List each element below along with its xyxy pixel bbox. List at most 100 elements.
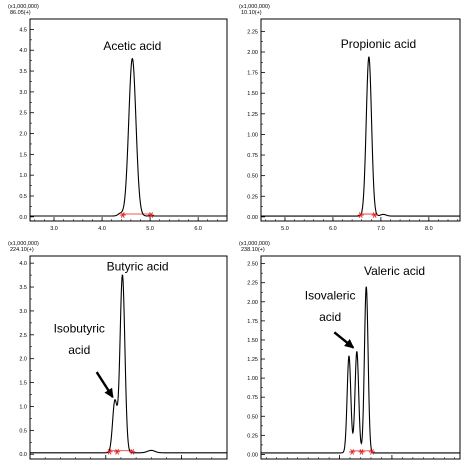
scale-label: (x1,000,000) (8, 4, 39, 10)
integration-marker-stroke (149, 212, 153, 218)
x-tick-label: 5.0 (146, 226, 154, 232)
channel-label: 224.10(+) (10, 247, 34, 253)
chart-panel-butyric: (x1,000,000) 224.10(+) 0.0 0.5 1.0 1.5 2.0 2.5 3… (0, 237, 231, 475)
y-tick-label: 0.5 (19, 194, 27, 200)
peak-annotation: acid (68, 343, 90, 357)
y-tick-label: 2.50 (247, 262, 258, 268)
channel-label: 10.10(+) (241, 10, 262, 16)
y-tick-label: 1.75 (247, 71, 258, 77)
y-tick-label: 2.5 (19, 111, 27, 117)
y-tick-label: 1.25 (247, 357, 258, 363)
chromatogram-propionic: (x1,000,000)10.10(+) 0.00 0.25 0.50 0.75 1.00… (239, 4, 461, 232)
y-tick-label: 2.0 (19, 357, 27, 363)
integration-marker-stroke (350, 449, 355, 455)
chromatogram-trace (30, 274, 227, 454)
y-tick-label: 1.5 (19, 381, 27, 387)
integration-marker-stroke (115, 448, 120, 455)
y-tick-label: 0.50 (247, 174, 258, 180)
y-tick-label: 0.50 (247, 414, 258, 420)
x-tick-label: 4.0 (98, 226, 106, 232)
channel-label: 86.05(+) (10, 10, 31, 16)
y-tick-label: 0.0 (19, 452, 27, 458)
y-tick-label: 1.0 (19, 404, 27, 410)
chromatogram-trace (261, 56, 460, 217)
scale-label: (x1,000,000) (239, 4, 270, 10)
channel-label: 238.10(+) (241, 247, 265, 253)
y-tick-label: 0.0 (19, 215, 27, 221)
chart-panel-propionic: (x1,000,000) 10.10(+) 0.00 0.25 0.50 0.75 1.00… (231, 0, 463, 237)
y-tick-label: 0.5 (19, 428, 27, 434)
integration-marker (106, 448, 113, 455)
integration-marker (349, 449, 356, 455)
integration-marker-stroke (372, 212, 377, 218)
x-tick-label: 7.0 (377, 226, 385, 232)
plot-frame (260, 18, 461, 222)
integration-marker (148, 212, 155, 218)
chart-panel-valeric: (x1,000,000) 238.10(+) 0.00 0.25 0.50 0.75 1.0… (231, 237, 463, 475)
y-tick-label: 2.00 (247, 300, 258, 306)
integration-marker (357, 212, 364, 218)
y-tick-label: 4.5 (19, 27, 27, 33)
integration-marker-stroke (107, 448, 112, 455)
x-tick-label: 6.0 (194, 226, 202, 232)
integration-marker-stroke (359, 449, 364, 455)
y-tick-label: 0.00 (247, 452, 258, 458)
chromatogram-acetic: (x1,000,000)86.05(+) 0.0 0.5 1.0 1.5 2.0 2.5 3.… (8, 4, 228, 232)
chromatogram-butyric: (x1,000,000)224.10(+) 0.0 0.5 1.0 1.5 2.0 2.5 3… (8, 241, 228, 460)
chromatogram-trace (30, 57, 227, 217)
y-tick-label: 1.00 (247, 376, 258, 382)
integration-marker (114, 448, 121, 455)
peak-annotation: Isovaleric (305, 289, 356, 303)
scale-label: (x1,000,000) (8, 241, 39, 247)
integration-marker (371, 212, 378, 218)
chromatogram-trace (261, 286, 460, 454)
integration-marker (358, 449, 365, 455)
peak-annotation: Butyric acid (107, 259, 169, 273)
y-tick-label: 4.0 (19, 48, 27, 54)
y-tick-label: 0.75 (247, 153, 258, 159)
chart-panel-acetic: (x1,000,000) 86.05(+) 0.0 0.5 1.0 1.5 2.0 2.5 3.… (0, 0, 231, 237)
y-tick-label: 2.25 (247, 29, 258, 35)
peak-annotation: Propionic acid (341, 37, 416, 51)
y-tick-label: 2.00 (247, 50, 258, 56)
y-tick-label: 1.00 (247, 132, 258, 138)
y-tick-label: 1.5 (19, 152, 27, 158)
integration-marker-stroke (370, 449, 374, 455)
y-tick-label: 1.50 (247, 338, 258, 344)
y-tick-label: 0.00 (247, 215, 258, 221)
peak-annotation: Acetic acid (103, 39, 161, 53)
y-tick-label: 0.25 (247, 433, 258, 439)
y-tick-label: 1.75 (247, 319, 258, 325)
y-tick-label: 1.50 (247, 91, 258, 97)
y-tick-label: 1.25 (247, 112, 258, 118)
integration-marker-stroke (120, 212, 125, 218)
y-tick-label: 3.0 (19, 309, 27, 315)
y-tick-label: 3.0 (19, 90, 27, 96)
integration-marker (369, 449, 376, 455)
y-tick-label: 3.5 (19, 285, 27, 291)
y-tick-label: 0.75 (247, 395, 258, 401)
y-tick-label: 2.25 (247, 281, 258, 287)
integration-marker-stroke (130, 448, 135, 455)
y-tick-label: 3.5 (19, 69, 27, 75)
peak-annotation: Isobutyric (54, 321, 105, 335)
annotation-arrow-head (104, 387, 114, 399)
chromatogram-valeric: (x1,000,000)238.10(+) 0.00 0.25 0.50 0.75 1.0… (239, 241, 461, 460)
y-tick-label: 2.0 (19, 132, 27, 138)
scale-label: (x1,000,000) (239, 241, 270, 247)
y-tick-label: 4.0 (19, 261, 27, 267)
integration-marker-stroke (358, 212, 363, 218)
peak-annotation: acid (319, 310, 341, 324)
x-tick-label: 5.0 (281, 226, 289, 232)
integration-marker (119, 212, 126, 218)
y-tick-label: 0.25 (247, 194, 258, 200)
peak-annotation: Valeric acid (364, 264, 425, 278)
x-tick-label: 3.0 (50, 226, 58, 232)
x-tick-label: 6.0 (329, 226, 337, 232)
annotation-arrow-head (344, 339, 355, 349)
plot-frame (29, 18, 228, 222)
plot-frame (29, 255, 228, 460)
y-tick-label: 1.0 (19, 173, 27, 179)
y-tick-label: 2.5 (19, 333, 27, 339)
x-tick-label: 8.0 (425, 226, 433, 232)
